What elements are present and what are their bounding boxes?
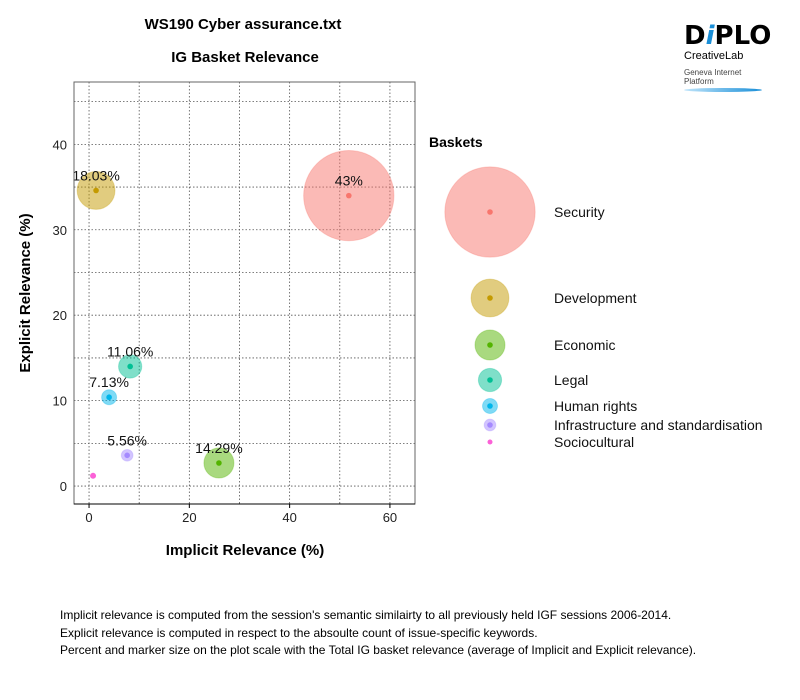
chart-title: WS190 Cyber assurance.txt <box>145 16 342 33</box>
footnote-line: Percent and marker size on the plot scal… <box>60 643 697 657</box>
legend-key-point <box>487 439 493 445</box>
legend-label: Infrastructure and standardisation <box>554 417 763 433</box>
legend-label: Legal <box>554 372 588 388</box>
legend-key-point <box>487 403 493 409</box>
bubble-center-point <box>93 187 99 194</box>
bubble-center-point <box>216 460 222 466</box>
x-tick-label: 40 <box>282 510 296 525</box>
bubbles: 43% 18.03% 14.29% 11.06% 7.13% 5.56% <box>72 149 395 479</box>
legend: Security Development Economic Legal Human ri… <box>444 166 763 450</box>
legend-key-point <box>487 422 493 428</box>
y-tick-label: 0 <box>60 479 67 494</box>
bubble-label: 7.13% <box>89 374 129 390</box>
bubble-label: 43% <box>335 173 363 189</box>
chart-subtitle: IG Basket Relevance <box>171 49 319 66</box>
footnote-line: Explicit relevance is computed in respec… <box>60 625 538 640</box>
legend-label: Development <box>554 290 637 306</box>
footnotes: Implicit relevance is computed from the … <box>60 607 696 660</box>
bubble-center-point <box>124 452 130 459</box>
legend-label: Human rights <box>554 398 637 414</box>
y-tick-label: 30 <box>53 223 67 238</box>
bubble-label: 14.29% <box>195 440 242 456</box>
y-tick-label: 20 <box>53 308 67 323</box>
logo-swoosh <box>684 88 762 92</box>
bubble-label: 5.56% <box>107 432 147 448</box>
legend-key-point <box>487 209 493 215</box>
y-tick-label: 10 <box>53 394 67 409</box>
bubble-label: 18.03% <box>72 167 119 183</box>
legend-title: Baskets <box>429 134 483 150</box>
legend-label: Economic <box>554 337 615 353</box>
bubble-center-point <box>90 472 97 479</box>
x-tick-label: 20 <box>182 510 196 525</box>
y-axis-label: Explicit Relevance (%) <box>17 213 34 372</box>
legend-label: Security <box>554 204 605 220</box>
legend-label: Sociocultural <box>554 434 634 450</box>
diplo-logo: DiPLO CreativeLab Geneva Internet Platfo… <box>684 21 772 92</box>
bubble-label: 11.06% <box>107 343 153 359</box>
bubble-center-point <box>127 363 133 370</box>
legend-key-point <box>487 377 493 383</box>
y-tick-label: 40 <box>53 137 67 152</box>
logo-tagline: Geneva Internet Platform <box>684 68 742 86</box>
x-axis-label: Implicit Relevance (%) <box>166 542 324 559</box>
bubble-center-point <box>346 192 352 199</box>
footnote-line: Implicit relevance is computed from the … <box>60 608 672 622</box>
logo-mark: DiPLO <box>684 21 772 51</box>
legend-key-point <box>487 342 493 348</box>
bubble-center-point <box>106 394 112 401</box>
logo-sub: CreativeLab <box>684 50 744 62</box>
axis-ticks: 0 20 40 60 0 10 20 30 40 <box>53 137 398 525</box>
x-tick-label: 60 <box>383 510 397 525</box>
x-tick-label: 0 <box>85 510 92 525</box>
legend-key-point <box>487 295 493 301</box>
